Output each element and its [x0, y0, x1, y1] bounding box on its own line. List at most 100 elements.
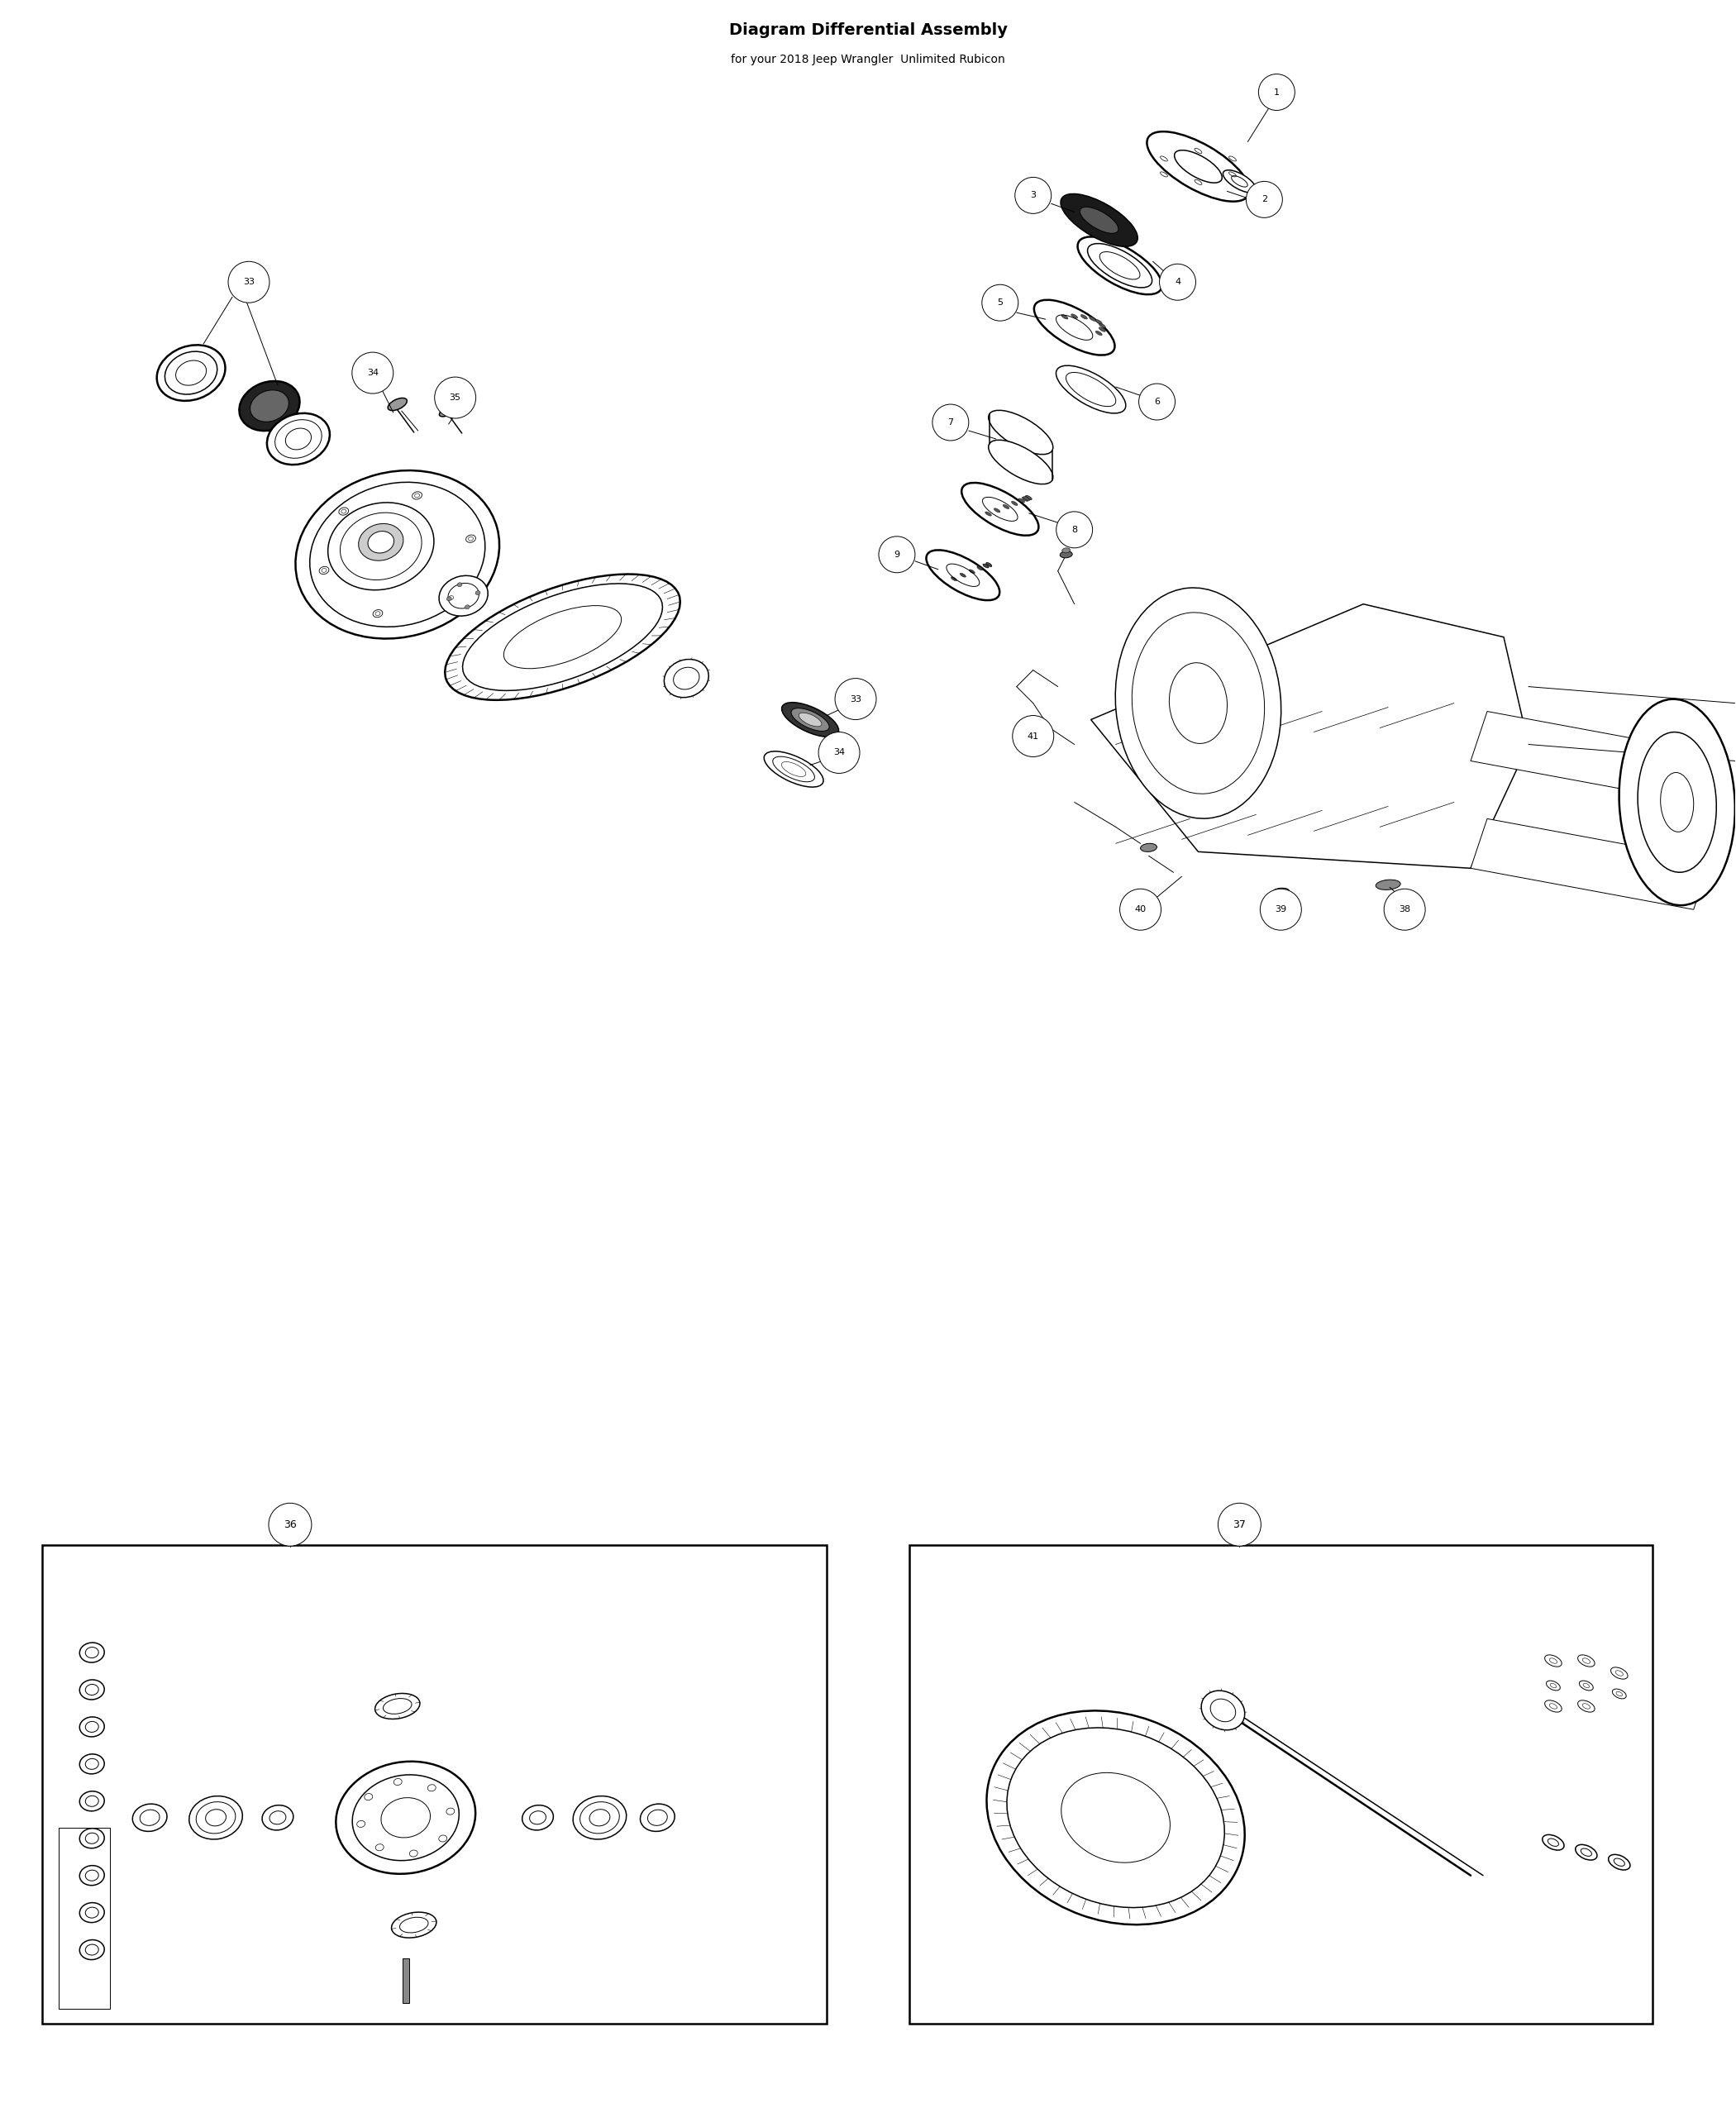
Circle shape: [227, 261, 269, 304]
Text: 39: 39: [1274, 906, 1286, 913]
Ellipse shape: [80, 1642, 104, 1663]
Ellipse shape: [792, 708, 830, 731]
Circle shape: [1219, 1503, 1260, 1545]
Ellipse shape: [1575, 1844, 1597, 1859]
Ellipse shape: [962, 483, 1038, 535]
Ellipse shape: [1099, 327, 1106, 331]
Ellipse shape: [457, 582, 462, 586]
Ellipse shape: [267, 413, 330, 464]
Text: 40: 40: [1135, 906, 1146, 913]
Ellipse shape: [1026, 495, 1031, 500]
Text: 9: 9: [894, 550, 899, 559]
Text: 5: 5: [996, 299, 1003, 308]
Ellipse shape: [1115, 588, 1281, 818]
Ellipse shape: [1095, 331, 1102, 335]
Bar: [910, 1545, 1653, 2024]
Ellipse shape: [523, 1804, 554, 1830]
Ellipse shape: [1545, 1701, 1562, 1712]
Ellipse shape: [977, 567, 983, 571]
Ellipse shape: [392, 1912, 436, 1937]
Ellipse shape: [358, 523, 403, 561]
Ellipse shape: [1082, 314, 1087, 318]
Text: 34: 34: [366, 369, 378, 377]
Text: 33: 33: [851, 696, 861, 704]
Text: Diagram Differential Assembly: Diagram Differential Assembly: [729, 23, 1007, 38]
Ellipse shape: [969, 569, 976, 573]
Ellipse shape: [1062, 548, 1071, 552]
Ellipse shape: [988, 441, 1054, 485]
Ellipse shape: [80, 1939, 104, 1960]
Circle shape: [835, 679, 877, 719]
Ellipse shape: [1080, 207, 1118, 234]
Circle shape: [1259, 74, 1295, 110]
Text: 35: 35: [450, 394, 462, 403]
Ellipse shape: [995, 508, 1000, 512]
Polygon shape: [1470, 818, 1710, 909]
Ellipse shape: [80, 1754, 104, 1775]
Ellipse shape: [1257, 183, 1272, 196]
Ellipse shape: [986, 1712, 1245, 1925]
Ellipse shape: [80, 1716, 104, 1737]
Ellipse shape: [80, 1866, 104, 1885]
Ellipse shape: [439, 575, 488, 616]
Ellipse shape: [1088, 316, 1095, 320]
Ellipse shape: [641, 1804, 675, 1832]
Ellipse shape: [375, 1693, 420, 1718]
Ellipse shape: [1055, 365, 1125, 413]
Ellipse shape: [1003, 504, 1009, 508]
Text: 33: 33: [243, 278, 255, 287]
Ellipse shape: [250, 390, 288, 422]
Ellipse shape: [983, 563, 990, 567]
Ellipse shape: [960, 573, 965, 578]
Ellipse shape: [1023, 495, 1029, 502]
Text: 3: 3: [1029, 192, 1036, 200]
Ellipse shape: [1620, 700, 1734, 904]
Text: 37: 37: [1233, 1520, 1246, 1530]
Polygon shape: [1090, 605, 1528, 868]
Text: 8: 8: [1071, 525, 1078, 533]
Ellipse shape: [1580, 1680, 1594, 1691]
Circle shape: [1139, 384, 1175, 419]
Ellipse shape: [1611, 1667, 1628, 1680]
Ellipse shape: [1545, 1655, 1562, 1667]
Bar: [42, 1545, 826, 2024]
Ellipse shape: [156, 346, 226, 401]
Ellipse shape: [262, 1804, 293, 1830]
Circle shape: [983, 285, 1019, 320]
Ellipse shape: [132, 1804, 167, 1832]
Circle shape: [269, 1503, 311, 1545]
Ellipse shape: [988, 411, 1054, 455]
Ellipse shape: [465, 605, 470, 609]
Circle shape: [878, 535, 915, 573]
Circle shape: [1120, 890, 1161, 930]
Ellipse shape: [1201, 1691, 1245, 1731]
Ellipse shape: [335, 1762, 476, 1874]
Circle shape: [352, 352, 394, 394]
Ellipse shape: [240, 382, 300, 430]
Text: 36: 36: [283, 1520, 297, 1530]
Text: 2: 2: [1262, 196, 1267, 204]
Ellipse shape: [1095, 320, 1102, 325]
Ellipse shape: [446, 597, 451, 601]
Ellipse shape: [1012, 502, 1017, 506]
Ellipse shape: [1222, 171, 1257, 192]
Bar: [403, 1958, 410, 2003]
Ellipse shape: [983, 563, 990, 567]
Ellipse shape: [1061, 550, 1073, 559]
Ellipse shape: [1272, 887, 1290, 894]
Ellipse shape: [1019, 497, 1024, 502]
Ellipse shape: [1071, 314, 1078, 318]
Circle shape: [818, 731, 859, 774]
Ellipse shape: [444, 573, 681, 700]
Circle shape: [434, 377, 476, 417]
Ellipse shape: [799, 713, 821, 727]
Ellipse shape: [1375, 879, 1401, 890]
Ellipse shape: [1023, 497, 1028, 502]
Ellipse shape: [295, 470, 500, 639]
Text: 1: 1: [1274, 89, 1279, 97]
Ellipse shape: [781, 702, 838, 738]
Circle shape: [932, 405, 969, 441]
Ellipse shape: [476, 590, 481, 594]
Ellipse shape: [1578, 1655, 1595, 1667]
Ellipse shape: [80, 1828, 104, 1849]
